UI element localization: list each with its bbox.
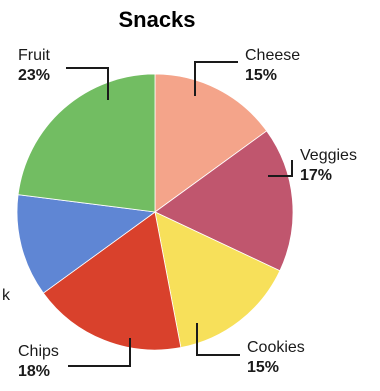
- slice-label-cheese: Cheese: [245, 47, 300, 64]
- leader-line-cheese: [194, 61, 238, 96]
- slice-label-milk: k: [2, 287, 11, 304]
- slice-label-cookies: Cookies: [247, 339, 305, 356]
- pie-slices: [16, 73, 294, 351]
- chart-title: Snacks: [118, 7, 195, 32]
- leader-line-veggies: [268, 160, 293, 177]
- slice-label-veggies: Veggies: [300, 147, 357, 164]
- leader-line-chips: [68, 338, 131, 367]
- pie-slice-chips: [42, 211, 182, 351]
- slice-value-veggies: 17%: [300, 167, 332, 184]
- slice-value-chips: 18%: [18, 363, 50, 380]
- leader-line-fruit: [66, 67, 109, 100]
- slice-labels: Cheese 15% Veggies 17% Cookies 15% Chips 18% k Fr…: [2, 47, 357, 380]
- slice-label-fruit: Fruit: [18, 47, 51, 64]
- slice-label-chips: Chips: [18, 343, 59, 360]
- slice-value-cheese: 15%: [245, 67, 277, 84]
- leader-line-cookies: [196, 323, 240, 356]
- pie-slice-veggies: [154, 130, 294, 272]
- pie-slice-fruit: [17, 73, 156, 213]
- leader-lines: [66, 61, 293, 367]
- pie-slice-cheese: [154, 73, 268, 213]
- slice-value-fruit: 23%: [18, 67, 50, 84]
- slice-value-cookies: 15%: [247, 359, 279, 376]
- pie-slice-cookies: [154, 211, 281, 349]
- pie-slice-milk: [16, 194, 157, 294]
